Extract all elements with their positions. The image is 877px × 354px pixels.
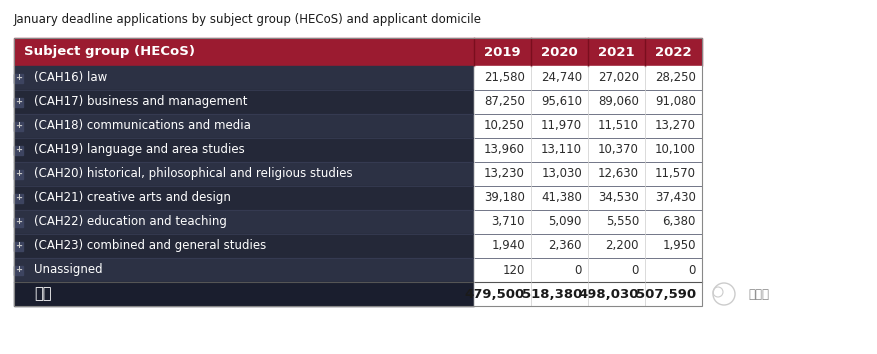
Text: 13,230: 13,230 xyxy=(483,167,524,181)
Text: 2022: 2022 xyxy=(654,46,691,58)
Bar xyxy=(14,138,474,162)
Text: (CAH22) education and teaching: (CAH22) education and teaching xyxy=(34,216,226,228)
Text: 28,250: 28,250 xyxy=(654,72,695,85)
Text: (CAH21) creative arts and design: (CAH21) creative arts and design xyxy=(34,192,231,205)
Bar xyxy=(14,66,474,90)
Bar xyxy=(474,210,702,234)
Bar xyxy=(15,145,24,154)
Bar xyxy=(15,74,24,82)
Text: 10,100: 10,100 xyxy=(654,143,695,156)
Bar xyxy=(14,186,474,210)
Text: +: + xyxy=(16,121,23,131)
Text: 41,380: 41,380 xyxy=(540,192,581,205)
Text: 479,500: 479,500 xyxy=(464,287,524,301)
Text: +: + xyxy=(16,266,23,274)
Bar xyxy=(474,66,702,90)
Text: 27,020: 27,020 xyxy=(597,72,638,85)
Bar xyxy=(14,38,702,306)
Text: 518,380: 518,380 xyxy=(521,287,581,301)
Bar xyxy=(474,162,702,186)
Bar xyxy=(15,241,24,251)
Text: 95,610: 95,610 xyxy=(540,96,581,108)
Text: 3,710: 3,710 xyxy=(491,216,524,228)
Bar xyxy=(14,90,474,114)
Text: +: + xyxy=(16,217,23,227)
Bar xyxy=(15,97,24,107)
Text: +: + xyxy=(16,170,23,178)
Text: 6,380: 6,380 xyxy=(662,216,695,228)
Text: 10,250: 10,250 xyxy=(483,120,524,132)
Text: 13,030: 13,030 xyxy=(540,167,581,181)
Text: 13,960: 13,960 xyxy=(483,143,524,156)
Text: 总计: 总计 xyxy=(34,286,52,302)
Text: 498,030: 498,030 xyxy=(578,287,638,301)
Text: 2020: 2020 xyxy=(540,46,577,58)
Text: (CAH16) law: (CAH16) law xyxy=(34,72,107,85)
Text: 39,180: 39,180 xyxy=(483,192,524,205)
Text: +: + xyxy=(16,145,23,154)
Text: 91,080: 91,080 xyxy=(654,96,695,108)
Text: 5,550: 5,550 xyxy=(605,216,638,228)
Text: Unassigned: Unassigned xyxy=(34,263,103,276)
Text: 1,940: 1,940 xyxy=(491,240,524,252)
Text: (CAH20) historical, philosophical and religious studies: (CAH20) historical, philosophical and re… xyxy=(34,167,353,181)
Text: 21,580: 21,580 xyxy=(483,72,524,85)
Text: +: + xyxy=(16,194,23,202)
Bar xyxy=(14,282,474,306)
Text: 0: 0 xyxy=(631,263,638,276)
Text: 24,740: 24,740 xyxy=(540,72,581,85)
Text: 34,530: 34,530 xyxy=(597,192,638,205)
Bar xyxy=(15,121,24,131)
Text: 1,950: 1,950 xyxy=(662,240,695,252)
Text: 2,360: 2,360 xyxy=(548,240,581,252)
Text: (CAH17) business and management: (CAH17) business and management xyxy=(34,96,247,108)
Bar xyxy=(474,138,702,162)
Bar xyxy=(474,114,702,138)
Bar xyxy=(14,114,474,138)
Text: 37,430: 37,430 xyxy=(654,192,695,205)
Text: January deadline applications by subject group (HECoS) and applicant domicile: January deadline applications by subject… xyxy=(14,13,481,26)
Text: 13,270: 13,270 xyxy=(654,120,695,132)
Text: 2019: 2019 xyxy=(483,46,520,58)
Text: 87,250: 87,250 xyxy=(483,96,524,108)
Text: (CAH18) communications and media: (CAH18) communications and media xyxy=(34,120,251,132)
Text: (CAH19) language and area studies: (CAH19) language and area studies xyxy=(34,143,245,156)
Text: 507,590: 507,590 xyxy=(635,287,695,301)
Bar xyxy=(474,90,702,114)
Text: 12,630: 12,630 xyxy=(597,167,638,181)
Text: +: + xyxy=(16,97,23,107)
Text: 11,970: 11,970 xyxy=(540,120,581,132)
Text: 120: 120 xyxy=(502,263,524,276)
Bar xyxy=(474,234,702,258)
Bar xyxy=(15,194,24,202)
Text: 0: 0 xyxy=(574,263,581,276)
Text: +: + xyxy=(16,241,23,251)
Text: 戴森云: 戴森云 xyxy=(747,287,768,301)
Text: 13,110: 13,110 xyxy=(540,143,581,156)
Bar xyxy=(14,38,702,66)
Text: 11,510: 11,510 xyxy=(597,120,638,132)
Text: 5,090: 5,090 xyxy=(548,216,581,228)
Text: (CAH23) combined and general studies: (CAH23) combined and general studies xyxy=(34,240,266,252)
Text: 2021: 2021 xyxy=(597,46,634,58)
Bar xyxy=(474,186,702,210)
Text: Subject group (HECoS): Subject group (HECoS) xyxy=(24,46,195,58)
Bar xyxy=(14,258,474,282)
Bar xyxy=(15,217,24,227)
Bar xyxy=(14,210,474,234)
Bar xyxy=(14,234,474,258)
Text: 10,370: 10,370 xyxy=(597,143,638,156)
Bar xyxy=(15,170,24,178)
Text: 0: 0 xyxy=(688,263,695,276)
Text: +: + xyxy=(16,74,23,82)
Text: 11,570: 11,570 xyxy=(654,167,695,181)
Text: 2,200: 2,200 xyxy=(605,240,638,252)
Bar xyxy=(14,162,474,186)
Bar xyxy=(15,266,24,274)
Bar xyxy=(474,258,702,282)
Bar xyxy=(474,282,702,306)
Text: 89,060: 89,060 xyxy=(597,96,638,108)
